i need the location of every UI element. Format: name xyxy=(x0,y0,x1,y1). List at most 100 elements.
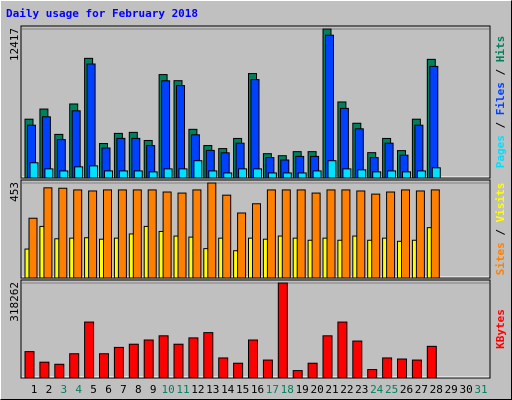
bar xyxy=(277,282,288,379)
bar xyxy=(176,85,185,179)
bar xyxy=(86,63,96,179)
x-tick-label: 20 xyxy=(310,383,323,396)
legend-entry: Pages xyxy=(494,135,507,168)
x-tick-label: 15 xyxy=(236,383,249,396)
bar xyxy=(337,321,348,379)
x-tick-label: 30 xyxy=(459,383,472,396)
bar xyxy=(103,189,112,279)
bar xyxy=(387,170,397,179)
x-tick-label: 24 xyxy=(370,383,384,396)
bar xyxy=(69,353,80,379)
x-tick-label: 9 xyxy=(150,383,157,396)
axis-label: KBytes xyxy=(494,309,507,349)
bar xyxy=(188,337,199,379)
bar xyxy=(74,166,84,179)
x-tick-label: 4 xyxy=(75,383,82,396)
x-tick-label: 19 xyxy=(296,383,309,396)
bar xyxy=(147,189,157,279)
bar xyxy=(397,358,407,379)
bar xyxy=(238,168,248,179)
bar xyxy=(401,189,410,279)
bar xyxy=(104,170,113,179)
bar xyxy=(357,169,367,179)
bar xyxy=(162,191,172,279)
x-tick-label: 27 xyxy=(415,383,428,396)
bar xyxy=(402,171,411,179)
legend-entry: KBytes xyxy=(494,309,507,349)
axis-label: Sites / Visits xyxy=(494,183,507,276)
bar xyxy=(237,212,247,279)
chart-title: Daily usage for February 2018 xyxy=(6,7,198,20)
legend-entry: Hits xyxy=(494,36,507,63)
x-tick-label: 8 xyxy=(135,383,142,396)
bar xyxy=(218,357,229,379)
legend-entry: Sites xyxy=(494,242,507,275)
bar xyxy=(326,189,336,279)
bar xyxy=(297,172,307,179)
x-tick-label: 29 xyxy=(445,383,458,396)
bar xyxy=(431,167,441,179)
x-tick-label: 13 xyxy=(206,383,219,396)
bar xyxy=(342,168,352,179)
bar xyxy=(39,361,50,379)
bar xyxy=(415,190,425,279)
bar xyxy=(73,189,83,279)
bar xyxy=(429,65,439,179)
bar xyxy=(133,170,143,179)
x-tick-label: 28 xyxy=(430,383,443,396)
bar xyxy=(311,192,321,279)
bar xyxy=(296,189,306,279)
bar xyxy=(414,124,424,179)
bar xyxy=(173,343,184,379)
bar xyxy=(250,79,260,179)
bar xyxy=(233,362,244,379)
bar xyxy=(43,187,53,279)
bar xyxy=(356,190,366,279)
bar xyxy=(411,359,422,379)
legend-separator: / xyxy=(494,115,507,135)
bar xyxy=(327,160,337,179)
bar xyxy=(161,80,171,179)
x-tick-label: 21 xyxy=(325,383,338,396)
bar xyxy=(163,168,173,179)
bar xyxy=(281,189,291,279)
bar xyxy=(148,171,158,179)
bar xyxy=(59,170,69,179)
bar xyxy=(177,192,187,279)
bar xyxy=(128,343,139,379)
bar xyxy=(312,170,322,179)
bar xyxy=(88,190,98,279)
bar xyxy=(367,369,378,379)
bar xyxy=(252,203,261,279)
bar xyxy=(292,370,303,379)
bar xyxy=(99,353,109,379)
bar xyxy=(372,171,382,179)
bar xyxy=(430,189,440,279)
x-tick-label: 5 xyxy=(90,383,97,396)
bar xyxy=(382,357,393,379)
x-tick-label: 31 xyxy=(474,383,487,396)
bar xyxy=(203,332,214,379)
bar xyxy=(307,362,318,379)
bar xyxy=(339,107,349,179)
bar xyxy=(44,168,54,179)
x-tick-label: 12 xyxy=(191,383,204,396)
bar xyxy=(28,217,38,279)
bar xyxy=(143,339,154,379)
axis-label: Pages / Files / Hits xyxy=(494,36,507,169)
bar xyxy=(113,346,124,379)
bar xyxy=(267,172,277,179)
bar xyxy=(223,172,233,179)
bar xyxy=(371,193,381,279)
legend-separator: / xyxy=(494,222,507,242)
x-tick-label: 10 xyxy=(161,383,174,396)
legend-entry: Visits xyxy=(494,183,507,223)
bar xyxy=(325,34,334,179)
x-tick-label: 2 xyxy=(46,383,53,396)
bar xyxy=(54,363,65,379)
bar xyxy=(178,168,188,179)
bar xyxy=(248,339,258,379)
y-tick-label: 318262 xyxy=(8,282,21,322)
